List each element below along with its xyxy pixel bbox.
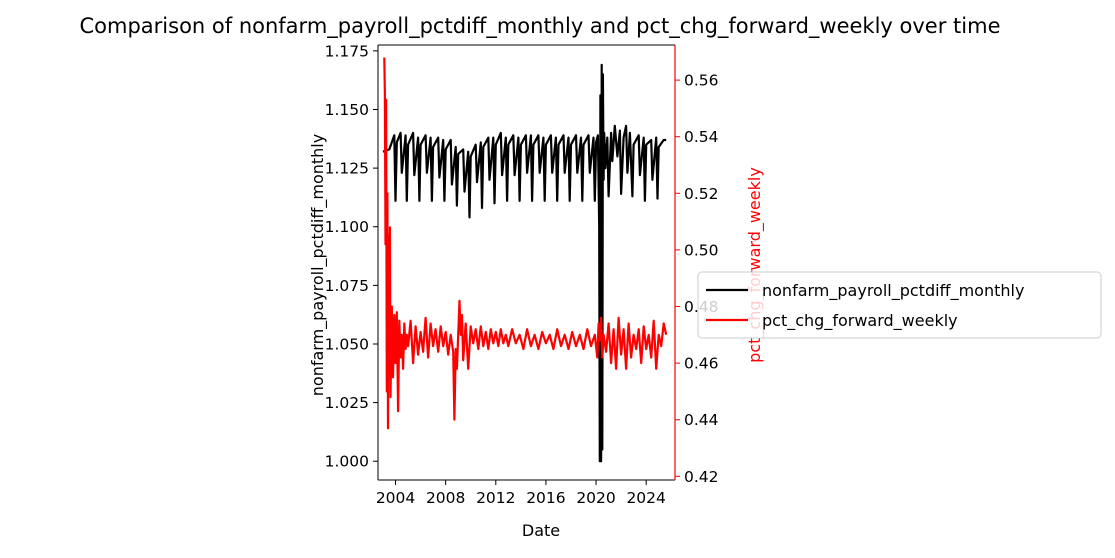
right-tick-label: 0.56 xyxy=(684,72,719,90)
series-line-1 xyxy=(382,63,667,463)
plot-area xyxy=(382,57,668,463)
x-tick-label: 2016 xyxy=(526,489,565,507)
left-tick-label: 1.075 xyxy=(325,277,369,295)
right-tick-label: 0.52 xyxy=(684,185,719,203)
legend-box xyxy=(697,271,1102,339)
x-tick-label: 2024 xyxy=(626,489,665,507)
legend: nonfarm_payroll_pctdiff_monthly pct_chg_f… xyxy=(697,271,1102,339)
right-tick-label: 0.46 xyxy=(684,355,719,373)
left-tick-label: 1.150 xyxy=(325,101,369,119)
left-tick-label: 1.100 xyxy=(325,218,369,236)
x-tick-label: 2020 xyxy=(576,489,615,507)
legend-label-2: pct_chg_forward_weekly xyxy=(762,311,958,331)
right-tick-label: 0.54 xyxy=(684,128,719,146)
x-tick-label: 2004 xyxy=(376,489,415,507)
x-tick-label: 2008 xyxy=(426,489,465,507)
axes: 1.000 1.025 1.050 1.075 1.100 1.125 1.150 1.175… xyxy=(325,42,719,507)
chart-title: Comparison of nonfarm_payroll_pctdiff_mo… xyxy=(80,14,1001,39)
series-line-2 xyxy=(383,57,668,430)
x-tick-label: 2012 xyxy=(476,489,515,507)
left-tick-label: 1.000 xyxy=(325,453,369,471)
right-tick-label: 0.42 xyxy=(684,468,719,486)
right-tick-label: 0.50 xyxy=(684,241,719,259)
left-tick-label: 1.175 xyxy=(325,42,369,60)
left-tick-label: 1.050 xyxy=(325,335,369,353)
x-axis-label: Date xyxy=(522,521,560,540)
left-tick-label: 1.025 xyxy=(325,394,369,412)
right-tick-label: 0.44 xyxy=(684,411,719,429)
legend-label-1: nonfarm_payroll_pctdiff_monthly xyxy=(762,281,1024,301)
left-tick-label: 1.125 xyxy=(325,160,369,178)
left-y-axis-label: nonfarm_payroll_pctdiff_monthly xyxy=(308,134,328,396)
